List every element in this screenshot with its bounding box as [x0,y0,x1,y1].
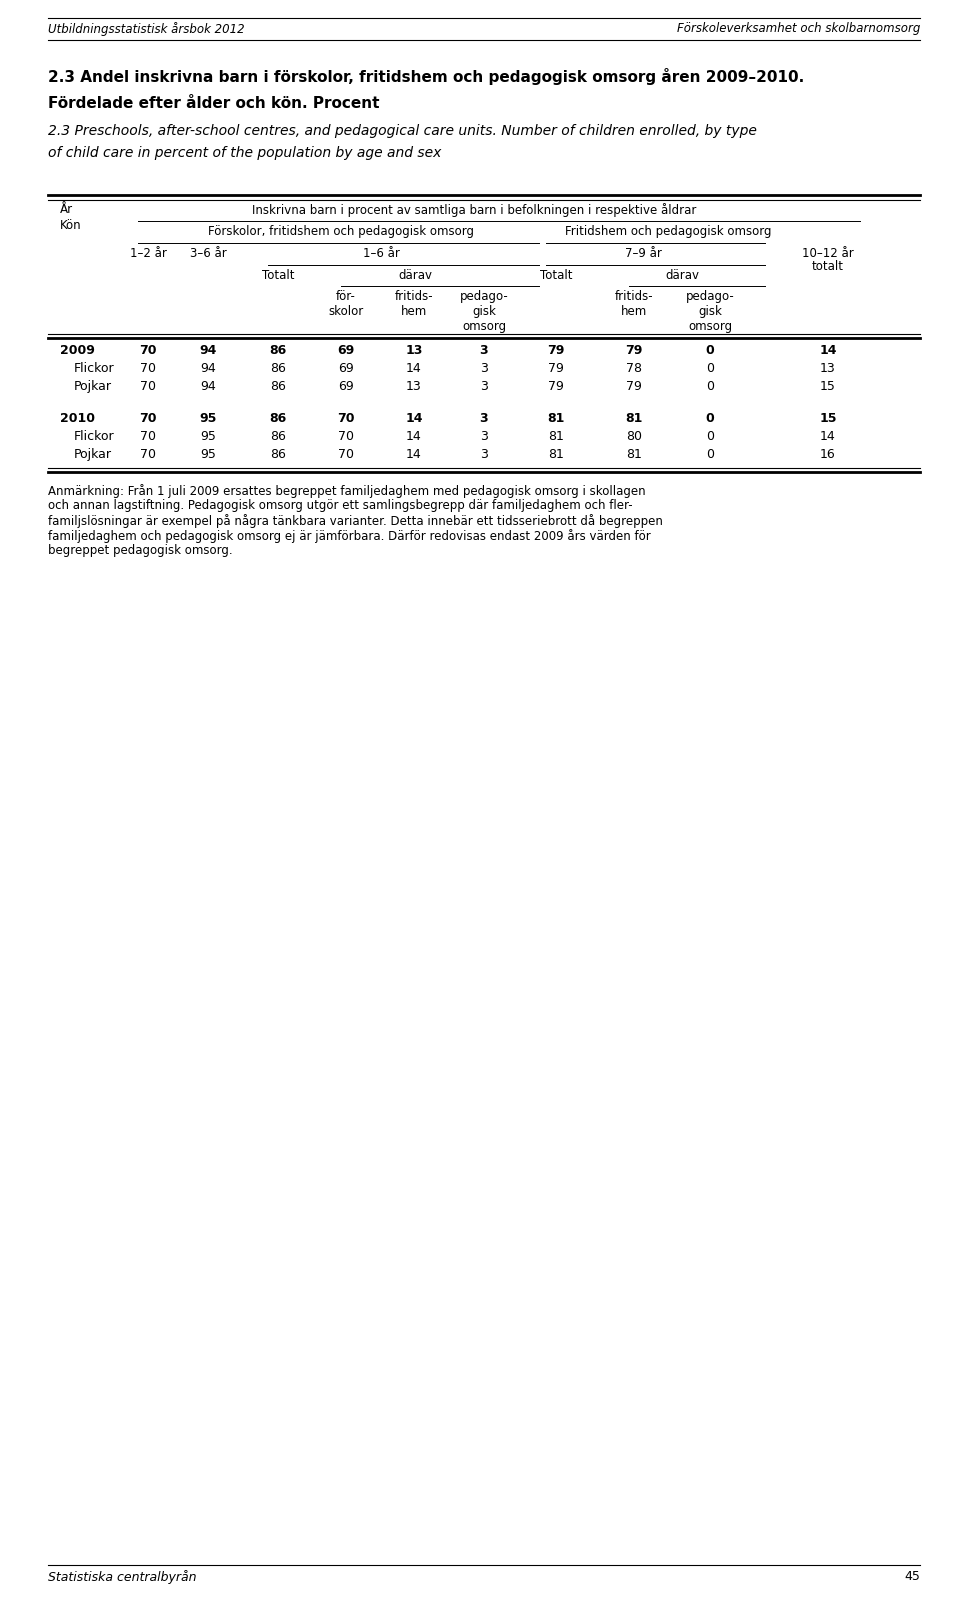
Text: 95: 95 [200,448,216,461]
Text: 86: 86 [270,381,286,393]
Text: Utbildningsstatistisk årsbok 2012: Utbildningsstatistisk årsbok 2012 [48,22,245,35]
Text: 79: 79 [626,381,642,393]
Text: Statistiska centralbyrån: Statistiska centralbyrån [48,1570,197,1585]
Text: Förskolor, fritidshem och pedagogisk omsorg: Förskolor, fritidshem och pedagogisk oms… [208,225,474,238]
Text: 2.3 Preschools, after-school centres, and pedagogical care units. Number of chil: 2.3 Preschools, after-school centres, an… [48,125,756,138]
Text: Förskoleverksamhet och skolbarnomsorg: Förskoleverksamhet och skolbarnomsorg [677,22,920,35]
Text: 15: 15 [819,413,837,425]
Text: Inskrivna barn i procent av samtliga barn i befolkningen i respektive åldrar: Inskrivna barn i procent av samtliga bar… [252,203,696,217]
Text: 70: 70 [139,344,156,357]
Text: 81: 81 [626,448,642,461]
Text: 94: 94 [200,381,216,393]
Text: familjslösningar är exempel på några tänkbara varianter. Detta innebär ett tidss: familjslösningar är exempel på några tän… [48,513,662,528]
Text: 0: 0 [706,413,714,425]
Text: 10–12 år: 10–12 år [803,246,853,261]
Text: 2009: 2009 [60,344,95,357]
Text: 70: 70 [140,361,156,376]
Text: 94: 94 [200,344,217,357]
Text: 7–9 år: 7–9 år [625,246,661,261]
Text: 14: 14 [406,448,421,461]
Text: 2.3 Andel inskrivna barn i förskolor, fritidshem och pedagogisk omsorg åren 2009: 2.3 Andel inskrivna barn i förskolor, fr… [48,69,804,85]
Text: 78: 78 [626,361,642,376]
Text: 81: 81 [625,413,642,425]
Text: 14: 14 [406,430,421,443]
Text: Pojkar: Pojkar [74,381,112,393]
Text: Flickor: Flickor [74,361,114,376]
Text: 70: 70 [337,413,355,425]
Text: 69: 69 [337,344,354,357]
Text: 95: 95 [200,430,216,443]
Text: 13: 13 [405,344,422,357]
Text: 94: 94 [200,361,216,376]
Text: 14: 14 [406,361,421,376]
Text: 81: 81 [547,413,564,425]
Text: 3: 3 [480,413,489,425]
Text: 14: 14 [819,344,837,357]
Text: och annan lagstiftning. Pedagogisk omsorg utgör ett samlingsbegrepp där familjed: och annan lagstiftning. Pedagogisk omsor… [48,499,633,512]
Text: 70: 70 [338,448,354,461]
Text: Kön: Kön [60,219,82,232]
Text: 3: 3 [480,448,488,461]
Text: 3: 3 [480,430,488,443]
Text: Totalt: Totalt [262,269,295,281]
Text: 0: 0 [706,430,714,443]
Text: 3–6 år: 3–6 år [190,246,227,261]
Text: Pojkar: Pojkar [74,448,112,461]
Text: 86: 86 [270,413,287,425]
Text: 2010: 2010 [60,413,95,425]
Text: 79: 79 [548,361,564,376]
Text: 0: 0 [706,344,714,357]
Text: 86: 86 [270,448,286,461]
Text: 86: 86 [270,361,286,376]
Text: 69: 69 [338,361,354,376]
Text: 79: 79 [548,381,564,393]
Text: 80: 80 [626,430,642,443]
Text: 14: 14 [820,430,836,443]
Text: 70: 70 [140,381,156,393]
Text: 45: 45 [904,1570,920,1583]
Text: 3: 3 [480,361,488,376]
Text: därav: därav [665,269,699,281]
Text: 81: 81 [548,448,564,461]
Text: 0: 0 [706,361,714,376]
Text: Flickor: Flickor [74,430,114,443]
Text: pedago-
gisk
omsorg: pedago- gisk omsorg [685,289,734,333]
Text: 13: 13 [406,381,421,393]
Text: 86: 86 [270,344,287,357]
Text: 15: 15 [820,381,836,393]
Text: 79: 79 [625,344,642,357]
Text: fritids-
hem: fritids- hem [395,289,433,318]
Text: Totalt: Totalt [540,269,572,281]
Text: fritids-
hem: fritids- hem [614,289,654,318]
Text: begreppet pedagogisk omsorg.: begreppet pedagogisk omsorg. [48,544,232,556]
Text: 1–6 år: 1–6 år [363,246,399,261]
Text: totalt: totalt [812,261,844,273]
Text: 0: 0 [706,381,714,393]
Text: 16: 16 [820,448,836,461]
Text: 0: 0 [706,448,714,461]
Text: pedago-
gisk
omsorg: pedago- gisk omsorg [460,289,509,333]
Text: för-
skolor: för- skolor [328,289,364,318]
Text: 86: 86 [270,430,286,443]
Text: 1–2 år: 1–2 år [130,246,166,261]
Text: Fritidshem och pedagogisk omsorg: Fritidshem och pedagogisk omsorg [564,225,771,238]
Text: 70: 70 [139,413,156,425]
Text: familjedaghem och pedagogisk omsorg ej är jämförbara. Därför redovisas endast 20: familjedaghem och pedagogisk omsorg ej ä… [48,529,651,544]
Text: 13: 13 [820,361,836,376]
Text: 70: 70 [338,430,354,443]
Text: 95: 95 [200,413,217,425]
Text: 79: 79 [547,344,564,357]
Text: 81: 81 [548,430,564,443]
Text: 69: 69 [338,381,354,393]
Text: 3: 3 [480,344,489,357]
Text: Anmärkning: Från 1 juli 2009 ersattes begreppet familjedaghem med pedagogisk oms: Anmärkning: Från 1 juli 2009 ersattes be… [48,484,646,497]
Text: of child care in percent of the population by age and sex: of child care in percent of the populati… [48,146,442,160]
Text: 70: 70 [140,448,156,461]
Text: 14: 14 [405,413,422,425]
Text: därav: därav [398,269,432,281]
Text: 70: 70 [140,430,156,443]
Text: År: År [60,203,73,216]
Text: 3: 3 [480,381,488,393]
Text: Fördelade efter ålder och kön. Procent: Fördelade efter ålder och kön. Procent [48,96,379,110]
